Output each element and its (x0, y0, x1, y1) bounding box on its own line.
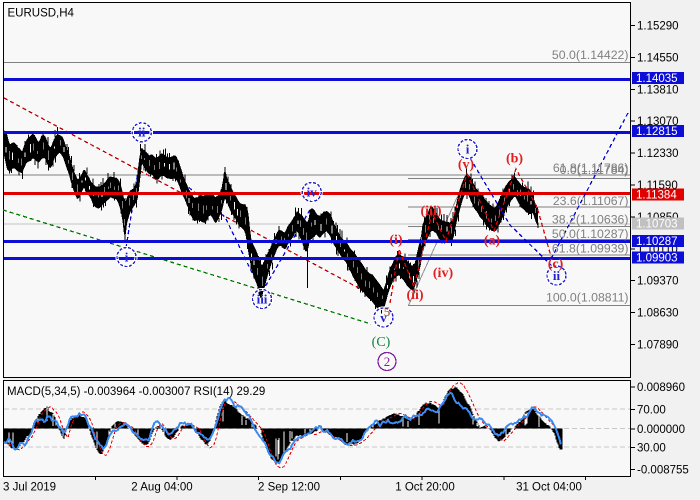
svg-text:2 Aug 04:00: 2 Aug 04:00 (131, 482, 192, 494)
svg-text:1.12330: 1.12330 (637, 148, 679, 160)
svg-text:iv: iv (307, 184, 318, 199)
svg-text:0.0(1.11784): 0.0(1.11784) (560, 163, 629, 177)
svg-text:1.09903: 1.09903 (636, 253, 678, 265)
svg-text:i: i (466, 141, 470, 156)
svg-text:1.14035: 1.14035 (636, 73, 678, 85)
svg-text:23.6(1.11067): 23.6(1.11067) (553, 194, 629, 208)
svg-text:(iv): (iv) (433, 266, 454, 281)
svg-text:38.2(1.10636): 38.2(1.10636) (552, 213, 629, 227)
svg-text:(iii): (iii) (421, 204, 442, 219)
svg-text:1.12815: 1.12815 (636, 126, 678, 138)
svg-text:i: i (125, 249, 129, 264)
svg-text:2: 2 (384, 354, 391, 369)
svg-text:(ii): (ii) (406, 288, 423, 303)
svg-text:(C): (C) (372, 335, 391, 350)
svg-text:31 Oct 04:00: 31 Oct 04:00 (516, 482, 582, 494)
svg-text:0.000000: 0.000000 (637, 424, 685, 436)
svg-text:v: v (380, 310, 387, 325)
svg-text:1.09370: 1.09370 (637, 276, 679, 288)
svg-text:1.15290: 1.15290 (637, 21, 679, 33)
svg-text:1.10703: 1.10703 (636, 219, 678, 231)
svg-text:(c): (c) (548, 257, 564, 272)
svg-text:61.8(1.11786): 61.8(1.11786) (553, 161, 629, 175)
svg-text:30.00: 30.00 (637, 443, 666, 455)
svg-text:2 Sep 12:00: 2 Sep 12:00 (258, 482, 320, 494)
svg-text:1.13810: 1.13810 (637, 84, 679, 96)
svg-text:(i): (i) (389, 233, 403, 248)
svg-text:0.008960: 0.008960 (637, 382, 685, 394)
svg-text:50.0(1.10287): 50.0(1.10287) (552, 227, 629, 241)
svg-text:1.11384: 1.11384 (636, 190, 677, 202)
svg-text:100.0(1.08811): 100.0(1.08811) (546, 291, 629, 305)
svg-text:1 Oct 20:00: 1 Oct 20:00 (395, 482, 454, 494)
svg-text:(a): (a) (484, 234, 501, 249)
svg-text:61.8(1.09939): 61.8(1.09939) (552, 242, 629, 256)
svg-text:ii: ii (553, 268, 561, 283)
svg-text:iii: iii (257, 291, 268, 306)
svg-text:5: 5 (384, 304, 391, 319)
svg-text:(b): (b) (506, 152, 523, 167)
svg-text:3 Jul 2019: 3 Jul 2019 (3, 482, 56, 494)
svg-text:ii: ii (138, 125, 146, 140)
svg-text:EURUSD,H4: EURUSD,H4 (8, 8, 75, 20)
svg-text:-0.008755: -0.008755 (637, 465, 689, 477)
svg-text:MACD(5,34,5) -0.003964 -0.0030: MACD(5,34,5) -0.003964 -0.003007 RSI(14)… (7, 386, 265, 398)
svg-text:70.00: 70.00 (637, 404, 666, 416)
svg-text:1.10287: 1.10287 (636, 236, 678, 248)
svg-text:50.0(1.14422): 50.0(1.14422) (552, 48, 629, 62)
svg-text:1.14550: 1.14550 (637, 52, 679, 64)
svg-text:(v): (v) (458, 158, 475, 173)
svg-text:1.08630: 1.08630 (637, 308, 679, 320)
svg-text:1.07890: 1.07890 (637, 340, 679, 352)
